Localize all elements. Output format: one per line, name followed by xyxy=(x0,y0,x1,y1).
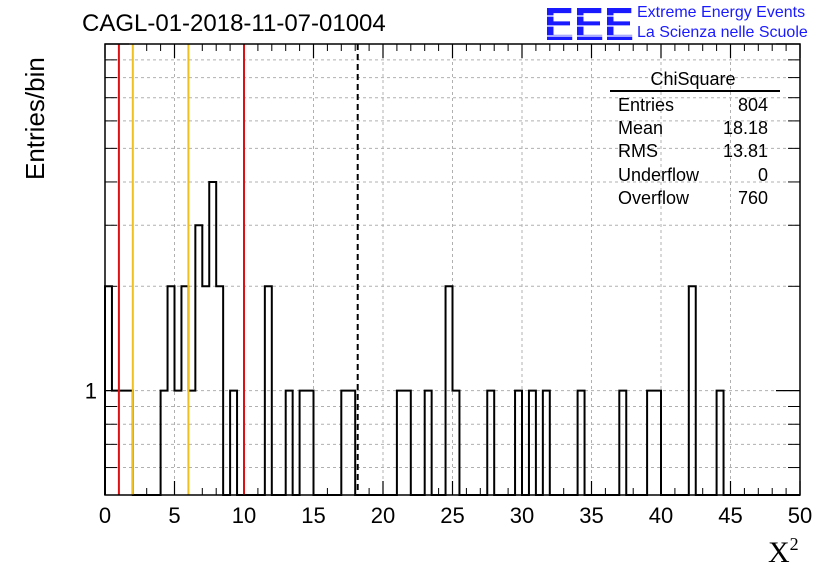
histogram-bin xyxy=(529,391,536,495)
histogram-bin xyxy=(216,286,223,495)
histogram-bin xyxy=(654,391,661,495)
x-tick-label: 20 xyxy=(371,503,395,528)
x-tick-label: 0 xyxy=(99,503,111,528)
histogram-bin xyxy=(578,391,585,495)
histogram-bin xyxy=(265,286,272,495)
histogram-bin xyxy=(126,391,133,495)
stats-box-rule xyxy=(610,90,780,92)
stat-label: Mean xyxy=(618,118,664,139)
histogram-bin xyxy=(717,391,724,495)
histogram-bin xyxy=(341,391,348,495)
x-axis-label-symbol: X xyxy=(768,536,790,569)
histogram-bin xyxy=(209,182,216,495)
histogram-bin xyxy=(195,225,202,495)
stat-label: RMS xyxy=(618,141,658,162)
histogram-bars xyxy=(104,180,800,496)
stat-value: 804 xyxy=(737,95,768,115)
x-tick-label: 5 xyxy=(168,503,180,528)
stats-box: ChiSquare Entries 804 Mean 18.18 RMS 13.… xyxy=(610,68,780,210)
histogram-bin xyxy=(348,391,355,495)
stat-label: Underflow xyxy=(618,164,700,185)
reference-lines xyxy=(117,44,359,495)
x-tick-label: 15 xyxy=(301,503,325,528)
histogram-bin xyxy=(181,286,188,495)
logo-subtitle-line2: La Scienza nelle Scuole xyxy=(637,24,808,41)
histogram-bin xyxy=(300,391,307,495)
x-axis-label: X2 xyxy=(768,534,799,570)
histogram-bin xyxy=(647,391,654,495)
chart-title: CAGL-01-2018-11-07-01004 xyxy=(82,10,386,37)
x-tick-label: 25 xyxy=(440,503,464,528)
histogram-bin xyxy=(286,391,293,495)
x-tick-label: 45 xyxy=(718,503,742,528)
histogram-bin xyxy=(689,286,696,495)
tick-labels: 0 5 10 15 20 25 30 35 40 45 50 1 xyxy=(85,379,812,528)
histogram-bin xyxy=(543,391,550,495)
eee-logo-mark: EEE xyxy=(544,2,634,46)
histogram-bin xyxy=(515,391,522,495)
histogram-bin xyxy=(202,286,209,495)
histogram-bin xyxy=(188,391,195,495)
histogram-bin xyxy=(487,391,494,495)
stat-value: 18.18 xyxy=(722,118,768,139)
histogram-bin xyxy=(425,391,432,495)
histogram-bin xyxy=(397,391,404,495)
stat-row-mean: Mean 18.18 xyxy=(610,117,776,140)
stat-value: 760 xyxy=(737,187,768,208)
stat-label: Entries xyxy=(618,95,675,115)
histogram-bin xyxy=(175,391,182,495)
plot-frame xyxy=(104,43,801,496)
histogram-bin xyxy=(161,391,168,495)
x-axis-label-exponent: 2 xyxy=(789,534,799,554)
stats-box-title: ChiSquare xyxy=(650,69,736,89)
stat-row-entries: Entries 804 xyxy=(610,94,776,117)
stat-row-rms: RMS 13.81 xyxy=(610,140,776,163)
stat-value: 13.81 xyxy=(722,141,768,162)
x-tick-label: 35 xyxy=(579,503,603,528)
logo-subtitle-line1: Extreme Energy Events xyxy=(637,4,806,21)
x-tick-label: 40 xyxy=(649,503,673,528)
histogram-bin xyxy=(307,391,314,495)
stat-row-overflow: Overflow 760 xyxy=(610,187,776,210)
histogram-bin xyxy=(168,286,175,495)
histogram-bin xyxy=(446,286,453,495)
x-tick-label: 10 xyxy=(232,503,256,528)
y-tick-label: 1 xyxy=(85,379,97,404)
x-tick-label: 30 xyxy=(510,503,534,528)
histogram-bin xyxy=(404,391,411,495)
stat-label: Overflow xyxy=(618,187,690,208)
eee-logo: EEE xyxy=(544,2,636,46)
stat-value: 0 xyxy=(757,164,768,185)
histogram-bin xyxy=(119,391,126,495)
histogram-bin xyxy=(112,391,119,495)
x-tick-label: 50 xyxy=(788,503,812,528)
histogram-bin xyxy=(453,391,460,495)
y-axis-label: Entries/bin xyxy=(20,57,50,180)
histogram-bin xyxy=(619,391,626,495)
stat-row-underflow: Underflow 0 xyxy=(610,164,776,187)
histogram-bin xyxy=(105,286,112,495)
histogram-bin xyxy=(230,391,237,495)
